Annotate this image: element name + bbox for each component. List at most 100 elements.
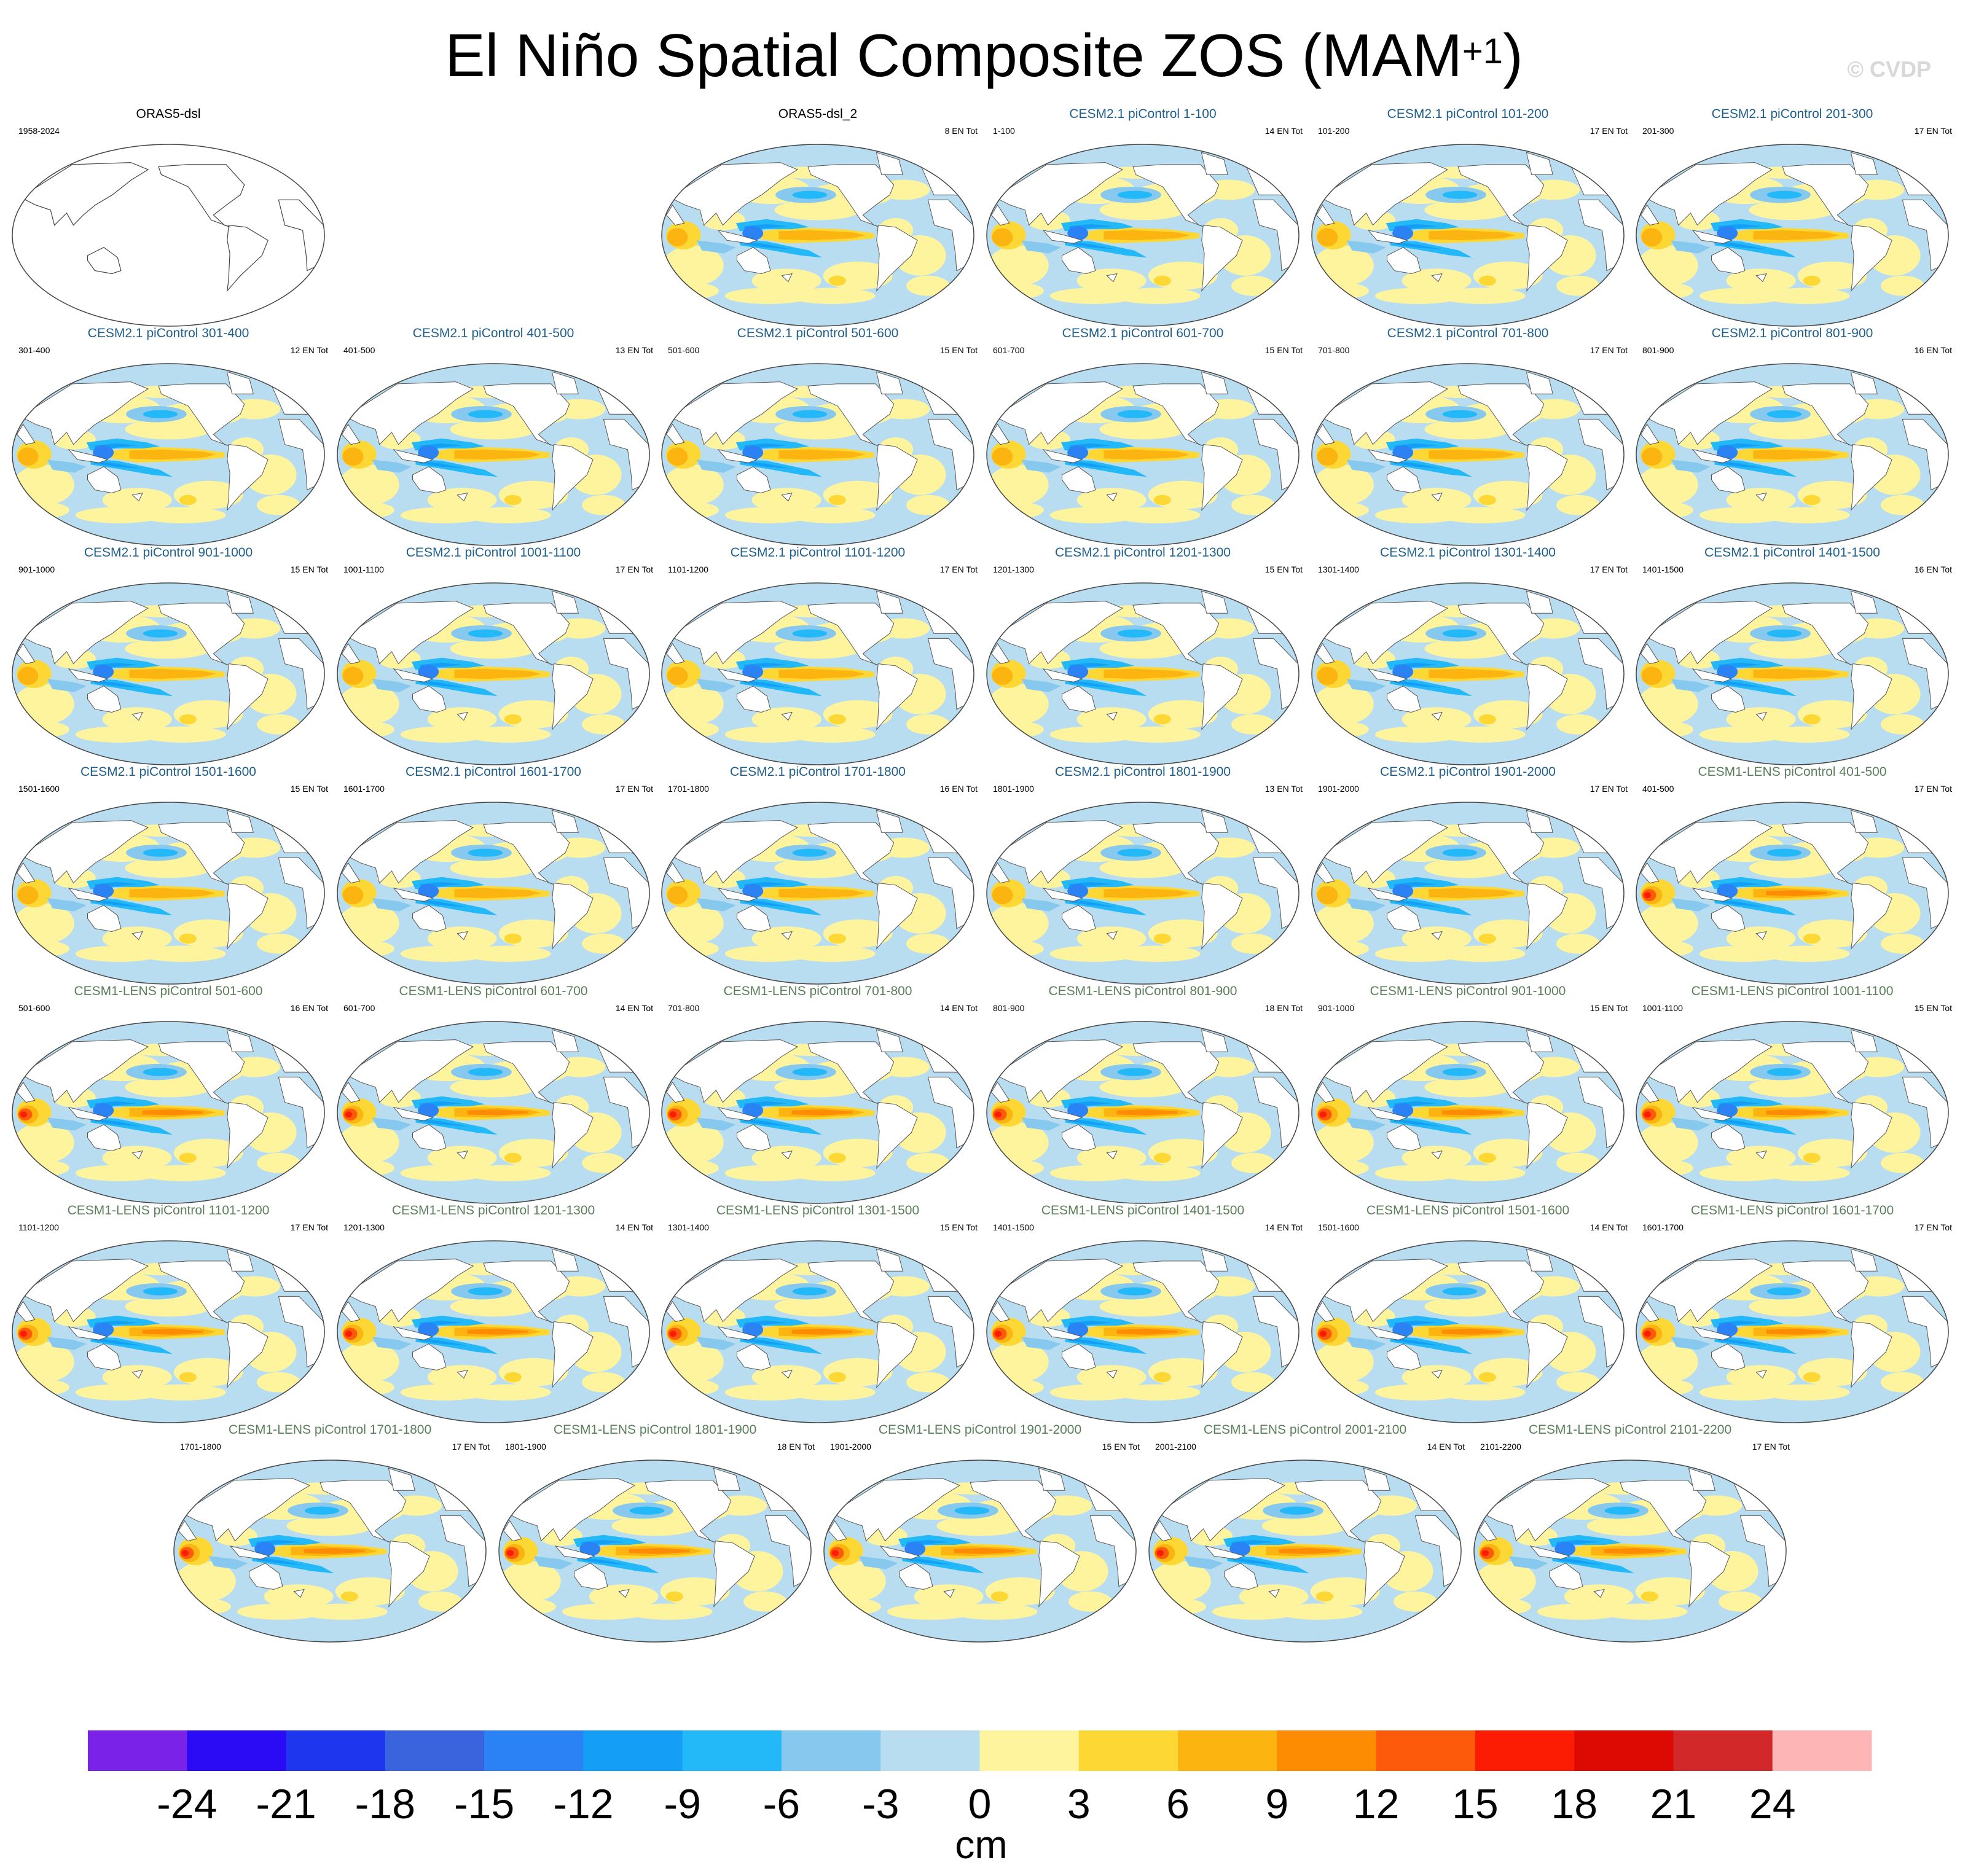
panel-event-count-label: 16 EN Tot <box>939 784 978 794</box>
panel-years-label: 1701-1800 <box>668 784 709 794</box>
map-icon <box>1311 1021 1625 1204</box>
colorbar-tick-label: -18 <box>355 1781 415 1827</box>
colorbar-tick-label: -21 <box>256 1781 316 1827</box>
panel-years-label: 1601-1700 <box>343 784 385 794</box>
map-panel: CESM2.1 piControl 301-400 301-400 12 EN To… <box>9 326 328 547</box>
map-panel: CESM1-LENS piControl 1201-1300 1201-1300 1… <box>334 1203 653 1424</box>
map-icon <box>1311 582 1625 765</box>
panel-event-count-label: 14 EN Tot <box>1590 1222 1628 1232</box>
panel-title: CESM2.1 piControl 901-1000 <box>84 545 253 560</box>
map-icon <box>661 582 974 765</box>
panel-years-label: 401-500 <box>343 345 375 355</box>
panel-event-count-label: 18 EN Tot <box>1264 1003 1303 1013</box>
panel-title: CESM2.1 piControl 1401-1500 <box>1704 545 1880 560</box>
panel-event-count-label: 15 EN Tot <box>1264 565 1303 574</box>
panel-years-label: 1958-2024 <box>18 126 60 136</box>
map-panel: CESM1-LENS piControl 1601-1700 1601-1700 1… <box>1633 1203 1952 1424</box>
panel-title: CESM1-LENS piControl 1401-1500 <box>1041 1203 1245 1217</box>
map-panel: CESM2.1 piControl 1001-1100 1001-1100 17 E… <box>334 545 653 766</box>
map-icon <box>986 1240 1300 1423</box>
map-icon <box>1311 1240 1625 1423</box>
panel-years-label: 901-1000 <box>18 565 55 574</box>
colorbar-box <box>979 1730 1080 1771</box>
panel-event-count-label: 14 EN Tot <box>615 1003 653 1013</box>
map-icon <box>1311 144 1625 327</box>
map-panel: CESM1-LENS piControl 901-1000 901-1000 15 … <box>1308 983 1628 1205</box>
panel-event-count-label: 17 EN Tot <box>939 565 978 574</box>
panel-title: CESM2.1 piControl 1501-1600 <box>80 765 256 779</box>
colorbar-tick-label: -9 <box>664 1781 700 1827</box>
panel-title: CESM1-LENS piControl 1001-1100 <box>1691 984 1894 998</box>
panel-event-count-label: 14 EN Tot <box>615 1222 653 1232</box>
map-icon <box>661 144 974 327</box>
colorbar-box <box>286 1730 386 1771</box>
colorbar-unit-label: cm <box>955 1823 1007 1867</box>
panel-event-count-label: 15 EN Tot <box>1914 1003 1952 1013</box>
map-icon <box>12 1021 325 1204</box>
map-icon <box>12 802 325 985</box>
colorbar-box <box>88 1730 187 1771</box>
panel-years-label: 1101-1200 <box>668 565 708 574</box>
panel-event-count-label: 17 EN Tot <box>290 1222 328 1232</box>
panel-title: CESM2.1 piControl 301-400 <box>87 326 249 340</box>
panel-years-label: 201-300 <box>1642 126 1674 136</box>
map-panel: CESM1-LENS piControl 1801-1900 1801-1900 1… <box>495 1422 815 1643</box>
panel-years-label: 1701-1800 <box>180 1442 221 1452</box>
panel-title: CESM1-LENS piControl 1101-1200 <box>67 1203 270 1217</box>
panel-event-count-label: 16 EN Tot <box>290 1003 328 1013</box>
panel-event-count-label: 17 EN Tot <box>452 1442 490 1452</box>
colorbar-box <box>187 1730 287 1771</box>
colorbar-tick-label: 3 <box>1067 1781 1091 1827</box>
panel-years-label: 1401-1500 <box>993 1222 1034 1232</box>
panel-years-label: 1901-2000 <box>830 1442 871 1452</box>
panel-years-label: 2001-2100 <box>1155 1442 1196 1452</box>
colorbar-box <box>781 1730 881 1771</box>
panel-title: CESM2.1 piControl 1201-1300 <box>1054 545 1231 560</box>
colorbar-box <box>1277 1730 1377 1771</box>
panel-title: CESM2.1 piControl 501-600 <box>737 326 899 340</box>
panel-event-count-label: 17 EN Tot <box>1914 126 1952 136</box>
map-panel: CESM2.1 piControl 1901-2000 1901-2000 17 E… <box>1308 764 1628 985</box>
panel-years-label: 1201-1300 <box>993 565 1034 574</box>
panel-event-count-label: 15 EN Tot <box>939 345 978 355</box>
panel-event-count-label: 17 EN Tot <box>1914 1222 1952 1232</box>
panel-years-label: 601-700 <box>343 1003 375 1013</box>
map-icon <box>12 144 325 327</box>
map-panel: CESM2.1 piControl 1801-1900 1801-1900 13 E… <box>983 764 1303 985</box>
map-panel: CESM1-LENS piControl 1701-1800 1701-1800 1… <box>170 1422 490 1643</box>
panel-years-label: 901-1000 <box>1318 1003 1355 1013</box>
panel-title: CESM1-LENS piControl 1301-1500 <box>716 1203 920 1217</box>
colorbar-box <box>682 1730 782 1771</box>
panel-event-count-label: 13 EN Tot <box>615 345 653 355</box>
colorbar-tick-label: 15 <box>1452 1781 1499 1827</box>
panel-title: CESM1-LENS piControl 501-600 <box>74 984 263 998</box>
colorbar-tick-label: 0 <box>968 1781 992 1827</box>
map-icon <box>661 802 974 985</box>
panel-event-count-label: 18 EN Tot <box>777 1442 815 1452</box>
colorbar-box <box>1475 1730 1575 1771</box>
map-icon <box>661 1021 974 1204</box>
panel-event-count-label: 14 EN Tot <box>1264 126 1303 136</box>
panel-years-label: 1001-1100 <box>343 565 384 574</box>
panel-event-count-label: 17 EN Tot <box>615 784 653 794</box>
panel-title: CESM2.1 piControl 1-100 <box>1069 107 1217 121</box>
map-icon <box>986 363 1300 546</box>
map-panel: CESM1-LENS piControl 1901-2000 1901-2000 1… <box>820 1422 1140 1643</box>
panel-event-count-label: 15 EN Tot <box>1102 1442 1140 1452</box>
panel-years-label: 1101-1200 <box>18 1222 59 1232</box>
panel-title: CESM2.1 piControl 1701-1800 <box>729 765 906 779</box>
panel-years-label: 1301-1400 <box>668 1222 709 1232</box>
map-icon <box>1311 363 1625 546</box>
colorbar-box <box>583 1730 683 1771</box>
map-panel: CESM1-LENS piControl 601-700 601-700 14 EN… <box>334 983 653 1205</box>
colorbar-tick-label: 24 <box>1749 1781 1796 1827</box>
panel-title: ORAS5-dsl_2 <box>778 107 858 121</box>
colorbar-boxes <box>88 1730 1872 1771</box>
map-icon <box>12 1240 325 1423</box>
colorbar-tick-label: 9 <box>1265 1781 1288 1827</box>
map-panel: CESM2.1 piControl 701-800 701-800 17 EN To… <box>1308 326 1628 547</box>
map-panel: CESM1-LENS piControl 1501-1600 1501-1600 1… <box>1308 1203 1628 1424</box>
map-icon <box>337 1021 650 1204</box>
colorbar-box <box>1574 1730 1674 1771</box>
map-icon <box>1148 1460 1462 1643</box>
